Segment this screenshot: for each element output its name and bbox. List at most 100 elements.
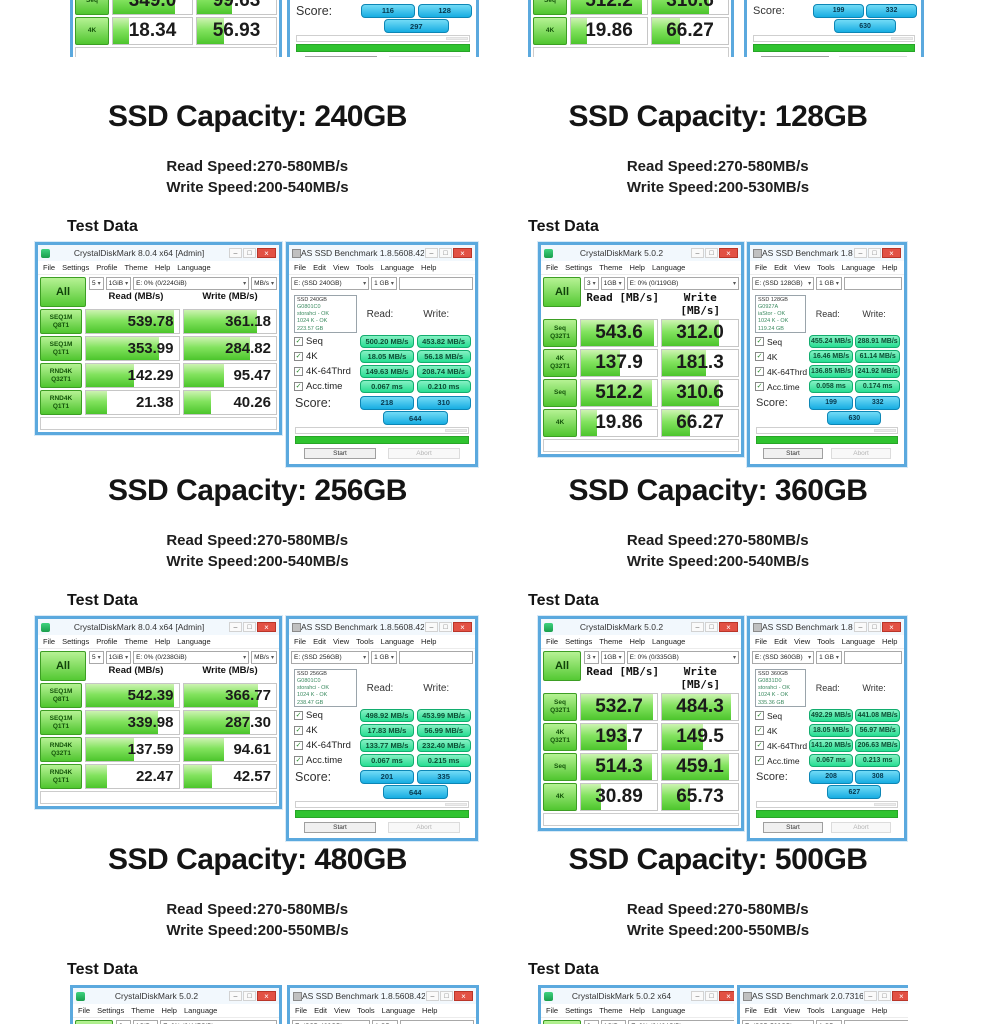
drive-select[interactable]: E: (SSD 240GB) ▾ bbox=[291, 277, 370, 290]
menu-item-edit[interactable]: Edit bbox=[313, 263, 327, 272]
checkbox[interactable]: ✓ bbox=[755, 367, 764, 376]
menu-item-language[interactable]: Language bbox=[831, 1006, 865, 1015]
menu-item-file[interactable]: File bbox=[755, 637, 768, 646]
test-type-button[interactable]: RND4K Q32T1 bbox=[40, 363, 82, 388]
test-type-button[interactable]: 4K bbox=[543, 783, 577, 811]
drive-select[interactable]: E: (SSD 128GB) ▾ bbox=[752, 277, 815, 290]
target-drive-select[interactable]: E: 0% (0/119GB) ▾ bbox=[626, 277, 739, 290]
menu-item-language[interactable]: Language bbox=[380, 637, 415, 646]
menu-item-file[interactable]: File bbox=[295, 1006, 308, 1015]
menu-item-language[interactable]: Language bbox=[177, 263, 211, 272]
menu-item-file[interactable]: File bbox=[744, 1006, 757, 1015]
abort-button[interactable]: Abort bbox=[387, 448, 461, 459]
test-type-button[interactable]: 4K Q32T1 bbox=[543, 723, 577, 751]
close-button[interactable]: × bbox=[891, 991, 908, 1001]
menu-item-theme[interactable]: Theme bbox=[599, 1006, 623, 1015]
maximize-button[interactable]: □ bbox=[439, 622, 452, 632]
menu-item-view[interactable]: View bbox=[333, 637, 350, 646]
menu-item-file[interactable]: File bbox=[294, 637, 307, 646]
menu-item-settings[interactable]: Settings bbox=[62, 263, 90, 272]
test-count-select[interactable]: 3▾ bbox=[584, 651, 599, 664]
test-type-button[interactable]: SEQ1M Q1T1 bbox=[40, 710, 82, 735]
target-drive-select[interactable]: E: 0% (0/447GiB) ▾ bbox=[160, 1020, 277, 1024]
close-button[interactable]: × bbox=[719, 248, 738, 258]
abort-button[interactable]: Abort bbox=[831, 822, 891, 833]
test-type-button[interactable]: RND4K Q1T1 bbox=[40, 764, 82, 789]
maximize-button[interactable]: □ bbox=[243, 248, 256, 258]
abort-button[interactable]: Abort bbox=[839, 56, 907, 57]
minimize-button[interactable]: – bbox=[425, 622, 438, 632]
checkbox[interactable]: ✓ bbox=[755, 726, 764, 735]
menu-item-help[interactable]: Help bbox=[421, 637, 437, 646]
test-type-button[interactable]: SEQ1M Q8T1 bbox=[40, 683, 82, 708]
all-tests-button[interactable]: All bbox=[75, 1020, 113, 1024]
menu-item-settings[interactable]: Settings bbox=[62, 637, 90, 646]
checkbox[interactable]: ✓ bbox=[294, 756, 303, 765]
checkbox[interactable]: ✓ bbox=[294, 726, 303, 735]
test-type-button[interactable]: Seq bbox=[543, 379, 577, 407]
all-tests-button[interactable]: All bbox=[40, 651, 86, 681]
test-size-select[interactable]: 1GiB▾ bbox=[132, 1020, 159, 1024]
close-button[interactable]: × bbox=[257, 248, 276, 258]
menu-item-profile[interactable]: Profile bbox=[96, 263, 118, 272]
menu-item-edit[interactable]: Edit bbox=[774, 263, 788, 272]
menu-item-settings[interactable]: Settings bbox=[565, 263, 593, 272]
test-size-select[interactable]: 1 GB▾ bbox=[816, 651, 842, 664]
menu-item-settings[interactable]: Settings bbox=[97, 1006, 125, 1015]
drive-select[interactable]: E: (SSD 360GB) ▾ bbox=[752, 651, 815, 664]
maximize-button[interactable]: □ bbox=[877, 991, 891, 1001]
minimize-button[interactable]: – bbox=[425, 248, 438, 258]
test-type-button[interactable]: 4K bbox=[533, 17, 567, 45]
menu-item-file[interactable]: File bbox=[755, 263, 768, 272]
test-size-select[interactable]: 1 GB▾ bbox=[371, 651, 397, 664]
menu-item-edit[interactable]: Edit bbox=[763, 1006, 777, 1015]
unit-select[interactable]: MB/s ▾ bbox=[251, 277, 277, 290]
minimize-button[interactable]: – bbox=[854, 248, 867, 258]
test-size-select[interactable]: 1GB ▾ bbox=[600, 651, 625, 664]
close-button[interactable]: × bbox=[454, 991, 473, 1001]
close-button[interactable]: × bbox=[882, 248, 901, 258]
test-size-select[interactable]: 1GiB▾ bbox=[105, 277, 132, 290]
menu-item-file[interactable]: File bbox=[43, 637, 56, 646]
menu-item-view[interactable]: View bbox=[794, 263, 811, 272]
menu-item-settings[interactable]: Settings bbox=[565, 637, 593, 646]
menu-item-edit[interactable]: Edit bbox=[314, 1006, 328, 1015]
checkbox[interactable]: ✓ bbox=[755, 337, 764, 346]
menu-item-file[interactable]: File bbox=[43, 263, 56, 272]
test-size-select[interactable]: 1 GB▾ bbox=[372, 1020, 398, 1024]
menu-item-edit[interactable]: Edit bbox=[774, 637, 788, 646]
test-size-select[interactable]: 1GiB▾ bbox=[105, 651, 132, 664]
menu-item-help[interactable]: Help bbox=[871, 1006, 888, 1015]
all-tests-button[interactable]: All bbox=[543, 1020, 581, 1024]
checkbox[interactable]: ✓ bbox=[294, 711, 303, 720]
minimize-button[interactable]: – bbox=[691, 991, 704, 1001]
drive-select[interactable]: E: (SSD 480GB) ▾ bbox=[292, 1020, 371, 1024]
menu-item-language[interactable]: Language bbox=[381, 1006, 416, 1015]
minimize-button[interactable]: – bbox=[229, 991, 242, 1001]
menu-item-file[interactable]: File bbox=[546, 1006, 559, 1015]
minimize-button[interactable]: – bbox=[863, 991, 877, 1001]
menu-item-help[interactable]: Help bbox=[421, 263, 437, 272]
test-type-button[interactable]: 4K bbox=[75, 17, 109, 45]
close-button[interactable]: × bbox=[719, 622, 738, 632]
test-type-button[interactable]: Seq bbox=[533, 0, 567, 15]
menu-item-file[interactable]: File bbox=[78, 1006, 91, 1015]
start-button[interactable]: Start bbox=[763, 448, 823, 459]
test-type-button[interactable]: 4K bbox=[543, 409, 577, 437]
maximize-button[interactable]: □ bbox=[705, 248, 718, 258]
menu-item-help[interactable]: Help bbox=[161, 1006, 177, 1015]
menu-item-help[interactable]: Help bbox=[629, 1006, 645, 1015]
checkbox[interactable]: ✓ bbox=[755, 352, 764, 361]
start-button[interactable]: Start bbox=[763, 822, 823, 833]
test-type-button[interactable]: Seq Q32T1 bbox=[543, 693, 577, 721]
maximize-button[interactable]: □ bbox=[705, 991, 718, 1001]
all-tests-button[interactable]: All bbox=[543, 651, 581, 681]
menu-item-language[interactable]: Language bbox=[841, 263, 876, 272]
maximize-button[interactable]: □ bbox=[705, 622, 718, 632]
menu-item-language[interactable]: Language bbox=[380, 263, 415, 272]
target-drive-select[interactable]: E: 0% (0/224GiB) ▾ bbox=[133, 277, 250, 290]
checkbox[interactable]: ✓ bbox=[294, 352, 303, 361]
checkbox[interactable]: ✓ bbox=[294, 741, 303, 750]
abort-button[interactable]: Abort bbox=[388, 56, 462, 57]
all-tests-button[interactable]: All bbox=[40, 277, 86, 307]
